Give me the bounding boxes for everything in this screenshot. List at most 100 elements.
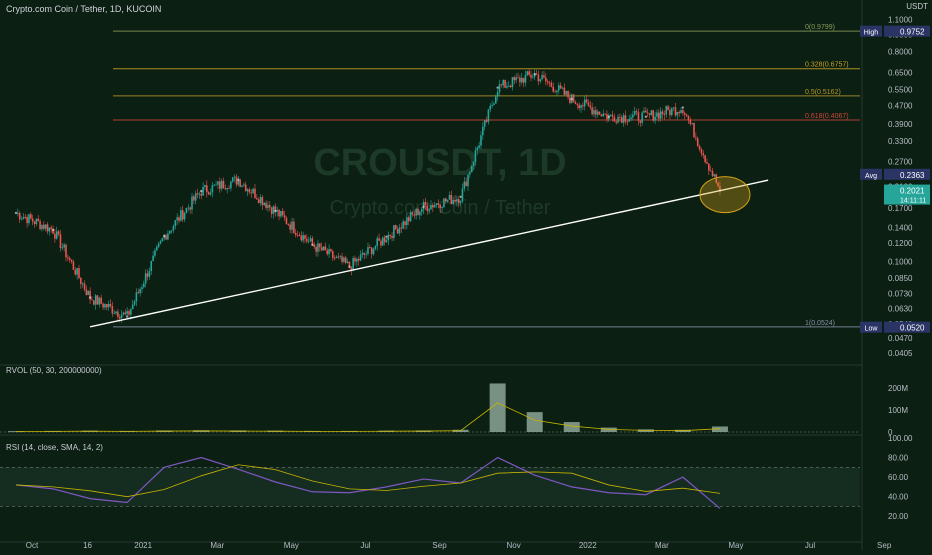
candle-body <box>706 162 708 164</box>
volume-tick-label: 0 <box>888 428 893 437</box>
price-tick-label: 0.0850 <box>888 274 913 283</box>
candle-body <box>235 176 238 185</box>
candle-body <box>641 112 643 123</box>
candle-body <box>120 314 123 319</box>
candle-body <box>387 234 390 241</box>
candle-body <box>72 261 75 270</box>
candle-body <box>556 90 558 93</box>
candle-body <box>59 234 62 248</box>
candle-body <box>194 193 197 201</box>
candle-body <box>124 312 127 314</box>
candle-body <box>159 240 162 244</box>
candle-body <box>191 196 193 210</box>
candle-body <box>231 177 234 182</box>
candle-body <box>248 189 251 193</box>
time-tick-label: Mar <box>210 541 224 550</box>
candle-body <box>48 227 51 232</box>
candle-body <box>65 244 67 258</box>
rsi-tick-label: 60.00 <box>888 473 909 482</box>
candle-body <box>437 203 440 205</box>
axis-tag-label-bg <box>860 321 882 333</box>
candle-body <box>593 110 595 115</box>
candle-body <box>659 111 662 119</box>
candle-body <box>439 204 442 209</box>
candle-body <box>365 253 367 255</box>
candle-body <box>196 193 199 195</box>
candle-body <box>426 205 429 211</box>
candle-body <box>217 181 219 185</box>
candle-body <box>504 80 506 88</box>
candle-body <box>280 210 282 217</box>
candle-body <box>500 84 503 86</box>
candle-body <box>628 119 630 122</box>
price-tick-label: 0.0470 <box>888 334 913 343</box>
axis-tag-value: 0.9752 <box>900 28 925 37</box>
monthly-close-point <box>163 234 166 238</box>
candle-body <box>289 224 291 230</box>
highlight-ellipse <box>699 176 751 214</box>
candle-body <box>485 120 488 122</box>
axis-tag-label-bg <box>860 25 882 37</box>
candle-body <box>667 106 669 111</box>
candle-body <box>630 117 632 120</box>
candle-body <box>17 213 19 214</box>
monthly-close-point <box>274 209 277 213</box>
candle-body <box>31 218 34 222</box>
candle-body <box>511 77 514 88</box>
candle-body <box>369 247 371 248</box>
candle-body <box>546 81 549 83</box>
candle-body <box>181 210 184 220</box>
candle-body <box>389 234 392 236</box>
candle-body <box>239 179 241 187</box>
candle-body <box>50 227 52 230</box>
candle-body <box>509 85 512 88</box>
candle-body <box>256 198 258 200</box>
candle-body <box>474 150 477 162</box>
time-tick-label: 2022 <box>579 541 597 550</box>
price-tick-label: 0.1200 <box>888 239 913 248</box>
candle-body <box>661 111 664 115</box>
volume-bar <box>563 422 580 432</box>
candle-body <box>457 199 460 203</box>
candle-body <box>135 292 138 302</box>
candle-body <box>619 116 621 118</box>
candle-body <box>517 77 519 79</box>
candle-body <box>344 257 347 263</box>
watermark-symbol: CROUSDT, 1D <box>313 142 566 184</box>
time-tick-label: May <box>284 541 299 550</box>
candle-body <box>39 221 41 230</box>
candle-body <box>381 237 384 246</box>
candle-body <box>109 303 112 307</box>
candle-body <box>154 250 156 256</box>
candle-body <box>682 110 684 113</box>
candle-body <box>606 114 608 120</box>
candle-body <box>446 199 449 202</box>
candle-body <box>330 249 332 252</box>
axis-tag-label: High <box>864 30 879 37</box>
candle-body <box>617 116 619 123</box>
volume-bar <box>711 426 728 432</box>
candle-body <box>404 221 406 226</box>
candle-body <box>246 189 249 192</box>
candle-body <box>285 217 288 225</box>
candle-body <box>254 188 256 199</box>
price-tick-label: 0.1700 <box>888 204 913 213</box>
candle-body <box>70 259 73 262</box>
candle-body <box>519 77 521 83</box>
candle-body <box>398 227 401 234</box>
candle-body <box>663 114 666 115</box>
candle-body <box>265 202 267 208</box>
candle-body <box>537 74 540 82</box>
candle-body <box>469 172 471 175</box>
monthly-close-point <box>348 265 351 268</box>
candle-body <box>91 299 93 301</box>
candle-body <box>535 73 538 75</box>
candle-body <box>356 258 358 262</box>
axis-tag-label-bg <box>860 168 882 180</box>
candle-body <box>561 87 564 89</box>
candle-body <box>613 116 616 122</box>
candle-body <box>713 174 716 177</box>
candle-body <box>35 218 38 224</box>
candle-body <box>507 85 510 87</box>
